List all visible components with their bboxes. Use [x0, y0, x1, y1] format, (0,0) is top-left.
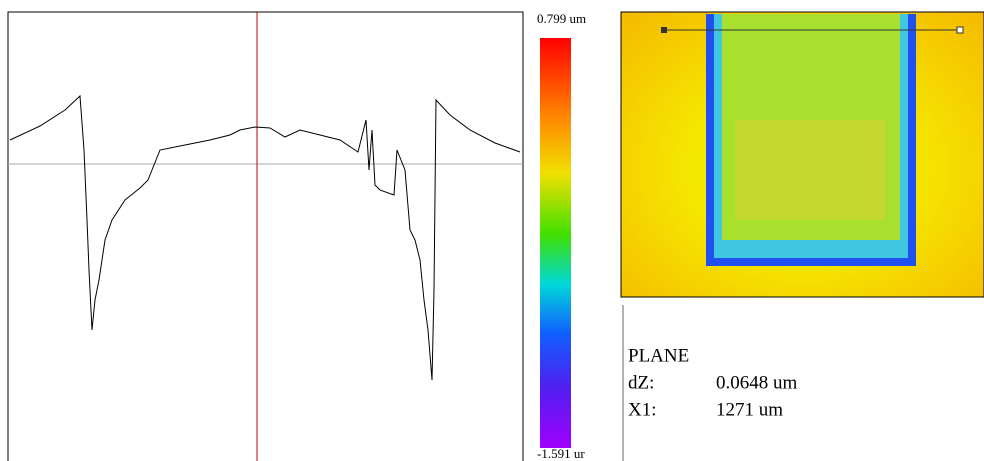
info-label: X1: — [628, 399, 657, 420]
info-label: dZ: — [628, 372, 654, 393]
profile-curve — [9, 94, 521, 381]
height-map — [620, 11, 984, 298]
info-panel: PLANE dZ: 0.0648 um X1: 1271 um — [622, 305, 798, 461]
path-end-handle[interactable] — [956, 26, 964, 34]
profile-panel — [7, 11, 524, 461]
colorbar: 0.799 um -1.591 ur — [537, 11, 586, 461]
colorbar-max-label: 0.799 um — [537, 11, 586, 26]
info-title: PLANE — [628, 345, 689, 366]
sample-texture — [735, 120, 885, 220]
info-value: 0.0648 um — [716, 372, 798, 393]
plot-frame — [7, 11, 524, 461]
path-start-handle[interactable] — [661, 27, 667, 33]
color-scale — [540, 38, 571, 448]
colorbar-min-label: -1.591 ur — [537, 446, 585, 461]
info-value: 1271 um — [716, 399, 783, 420]
